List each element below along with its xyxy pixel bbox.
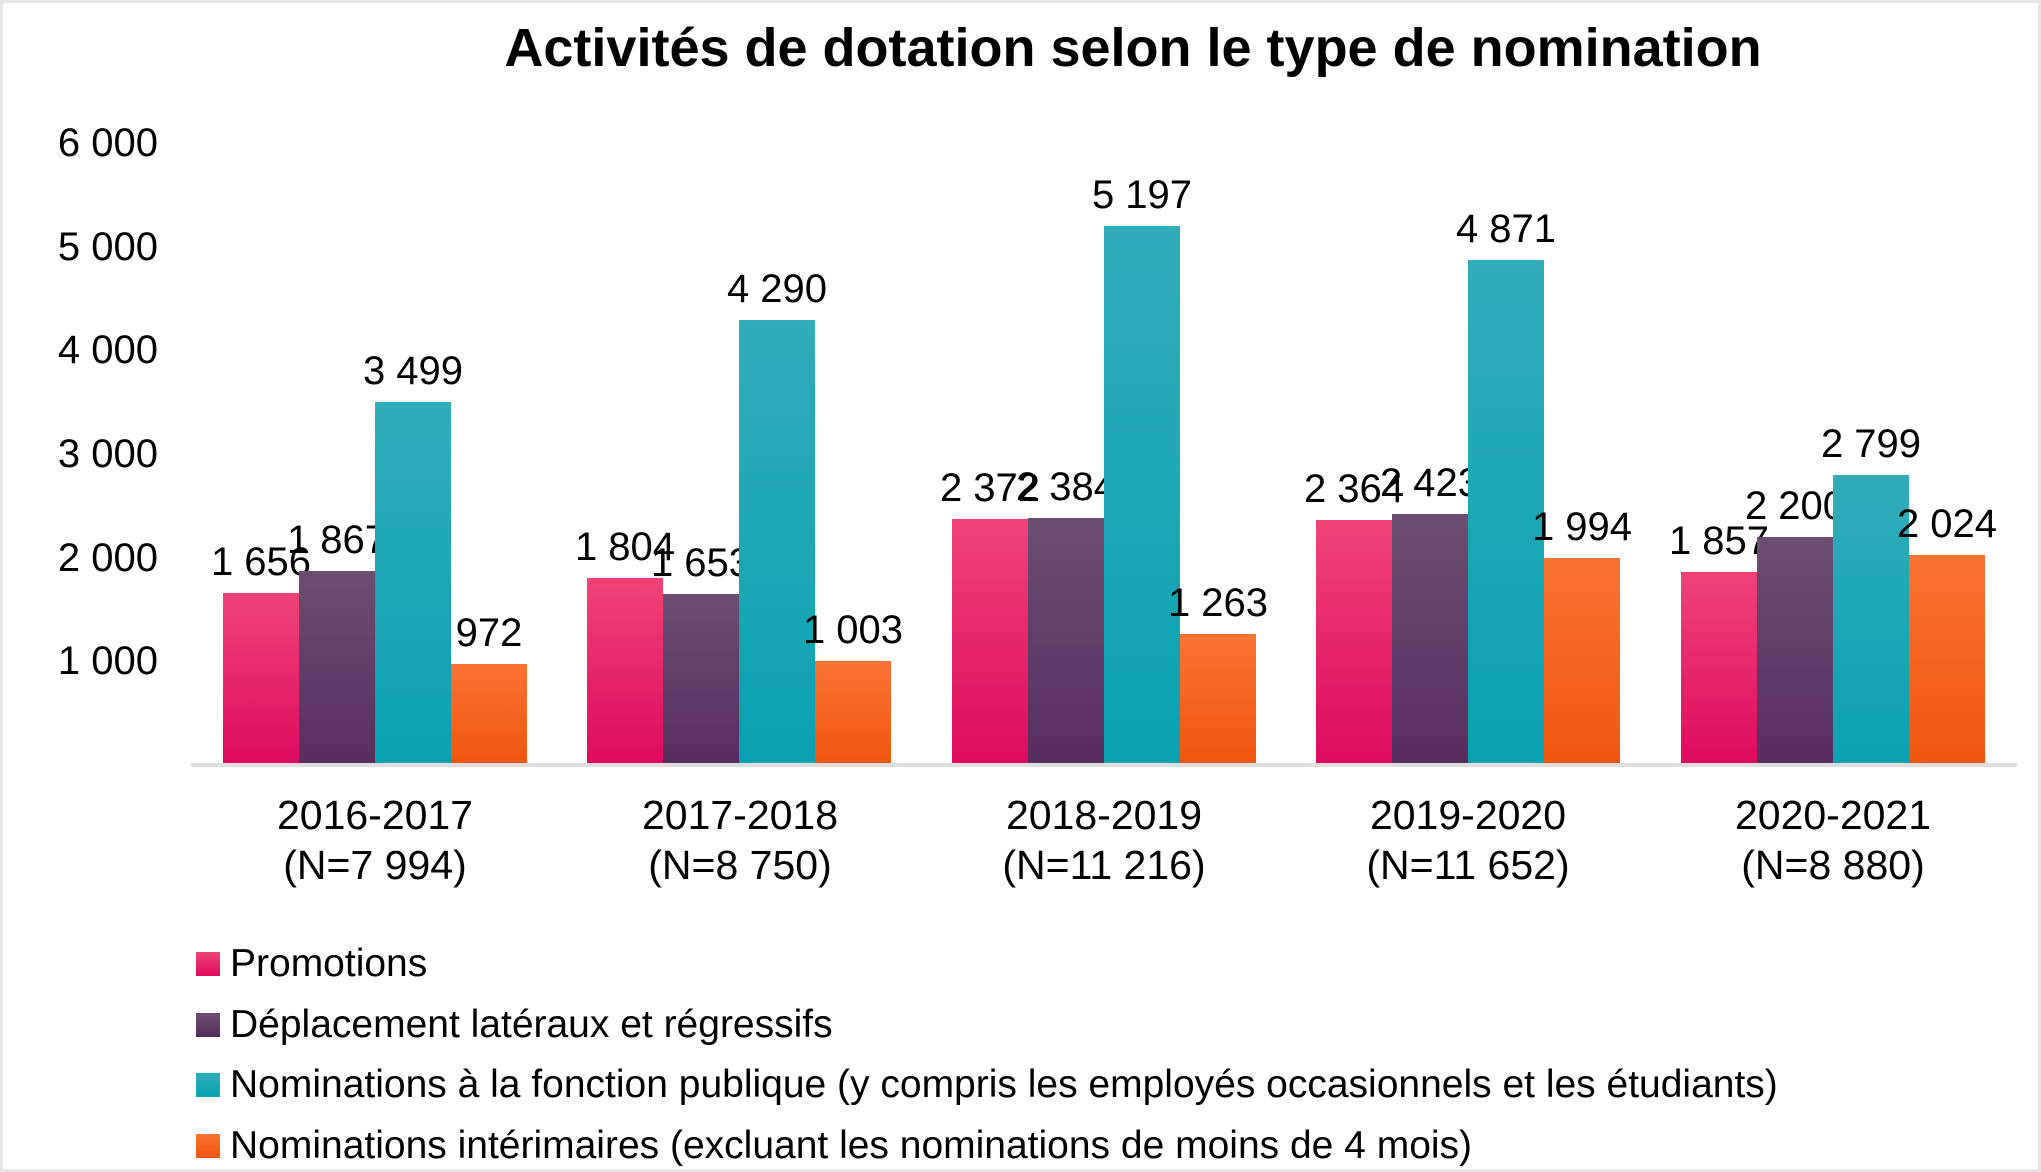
- bar-value-label: 1 656: [210, 540, 312, 584]
- bar-value-label: 2 024: [1896, 502, 1998, 546]
- y-tick-label: 3 000: [57, 432, 158, 476]
- bar-promotions: [587, 578, 663, 765]
- bar-value-label: 972: [455, 611, 523, 655]
- bar-value-label: 3 499: [362, 349, 464, 393]
- bar-value-label: 2 372: [939, 466, 1041, 510]
- legend-item-deplacements-lateraux-regressifs: Déplacement latéraux et régressifs: [196, 1001, 833, 1049]
- x-category-n: (N=8 750): [648, 842, 832, 888]
- y-tick-label: 2 000: [57, 536, 158, 580]
- legend-swatch-nominations-fonction-publique: [196, 1073, 220, 1097]
- x-category-label: 2018-2019 (N=11 216): [1002, 790, 1205, 890]
- legend-label: Promotions: [230, 942, 428, 985]
- bar-nominations-interimaires: [1544, 558, 1620, 765]
- y-tick-label: 1 000: [57, 639, 158, 683]
- legend-swatch-deplacements-lateraux-regressifs: [196, 1013, 220, 1037]
- bar-value-label: 1 804: [574, 525, 676, 569]
- x-category-year: 2017-2018: [641, 792, 839, 838]
- x-category-label: 2016-2017 (N=7 994): [277, 790, 473, 890]
- legend-item-nominations-fonction-publique: Nominations à la fonction publique (y co…: [196, 1061, 1778, 1109]
- x-axis-line: [191, 763, 2017, 767]
- bar-value-label: 2 384: [1015, 465, 1117, 509]
- bar-nominations-interimaires: [815, 661, 891, 765]
- legend-item-nominations-interimaires: Nominations intérimaires (excluant les n…: [196, 1122, 1473, 1169]
- bar-value-label: 1 857: [1668, 519, 1770, 563]
- bar-nominations-interimaires: [451, 664, 527, 765]
- chart-title: Activités de dotation selon le type de n…: [504, 18, 1762, 78]
- bar-value-label: 1 003: [802, 608, 904, 652]
- bar-value-label: 2 423: [1379, 461, 1481, 505]
- bar-promotions: [952, 519, 1028, 765]
- y-tick-label: 4 000: [57, 328, 158, 372]
- bar-promotions: [1681, 572, 1757, 765]
- x-category-year: 2016-2017: [276, 792, 474, 838]
- x-category-n: (N=8 880): [1741, 842, 1925, 888]
- y-tick-label: 6 000: [57, 121, 158, 165]
- x-category-n: (N=11 216): [1002, 842, 1206, 888]
- x-category-label: 2019-2020 (N=11 652): [1366, 790, 1569, 890]
- bar-nominations-fonction-publique: [739, 320, 815, 765]
- x-category-n: (N=7 994): [283, 842, 467, 888]
- bar-deplacements-lateraux-regressifs: [1028, 518, 1104, 765]
- bar-value-label: 1 994: [1531, 505, 1633, 549]
- bar-value-label: 2 200: [1744, 484, 1846, 528]
- bar-value-label: 4 871: [1455, 207, 1557, 251]
- legend-swatch-nominations-interimaires: [196, 1134, 220, 1158]
- bar-deplacements-lateraux-regressifs: [663, 594, 739, 765]
- bar-value-label: 1 263: [1167, 581, 1269, 625]
- bar-nominations-interimaires: [1180, 634, 1256, 765]
- x-category-label: 2017-2018 (N=8 750): [642, 790, 838, 890]
- x-category-label: 2020-2021 (N=8 880): [1735, 790, 1931, 890]
- y-tick-label: 5 000: [57, 225, 158, 269]
- bar-nominations-fonction-publique: [375, 402, 451, 765]
- bar-nominations-fonction-publique: [1104, 226, 1180, 765]
- bar-value-label: 1 653: [650, 541, 752, 585]
- x-category-year: 2020-2021: [1734, 792, 1932, 838]
- legend-swatch-promotions: [196, 952, 220, 976]
- bar-deplacements-lateraux-regressifs: [1392, 514, 1468, 765]
- bar-deplacements-lateraux-regressifs: [299, 571, 375, 765]
- bar-nominations-fonction-publique: [1468, 260, 1544, 765]
- bar-deplacements-lateraux-regressifs: [1757, 537, 1833, 765]
- legend-label: Déplacement latéraux et régressifs: [230, 1003, 833, 1046]
- x-category-year: 2019-2020: [1369, 792, 1567, 838]
- bar-promotions: [1316, 520, 1392, 765]
- bar-nominations-interimaires: [1909, 555, 1985, 765]
- x-category-year: 2018-2019: [1005, 792, 1203, 838]
- bar-promotions: [223, 593, 299, 765]
- bar-value-label: 5 197: [1091, 173, 1193, 217]
- legend-item-promotions: Promotions: [196, 940, 427, 988]
- bar-value-label: 2 364: [1303, 467, 1405, 511]
- bar-value-label: 4 290: [726, 267, 828, 311]
- bar-value-label: 1 867: [286, 518, 388, 562]
- bar-value-label: 2 799: [1820, 422, 1922, 466]
- bar-nominations-fonction-publique: [1833, 475, 1909, 765]
- x-category-n: (N=11 652): [1366, 842, 1570, 888]
- legend-label: Nominations à la fonction publique (y co…: [230, 1063, 1778, 1106]
- legend-label: Nominations intérimaires (excluant les n…: [230, 1124, 1473, 1167]
